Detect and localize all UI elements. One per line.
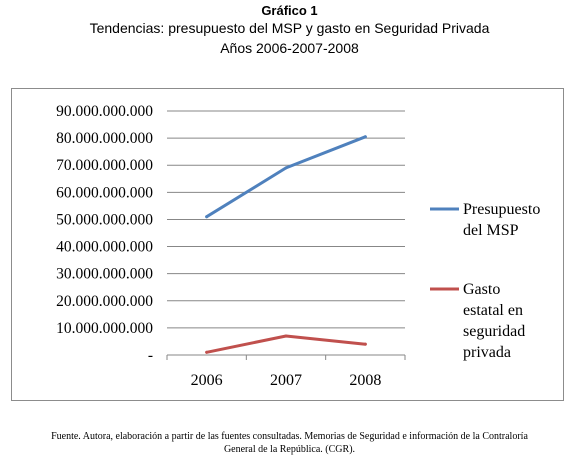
data-point: [205, 350, 209, 354]
chart-title: Tendencias: presupuesto del MSP y gasto …: [89, 20, 490, 36]
x-tick-label: 2008: [349, 372, 381, 389]
series-line: [205, 334, 367, 354]
y-tick-label: 80.000.000.000: [56, 130, 153, 147]
data-point: [284, 334, 288, 338]
source-note: Fuente. Autora, elaboración a partir de …: [0, 430, 579, 456]
chart-subtitle: Años 2006-2007-2008: [220, 40, 359, 56]
y-tick-label: 40.000.000.000: [56, 239, 153, 256]
legend-label: estatal en: [463, 302, 523, 319]
legend-label: Gasto: [463, 281, 500, 298]
x-tick-label: 2007: [270, 372, 302, 389]
data-point: [363, 342, 367, 346]
y-tick-label: 10.000.000.000: [56, 320, 153, 337]
legend-label: Presupuesto: [463, 201, 540, 218]
y-tick-label: 50.000.000.000: [56, 211, 153, 228]
source-note-line2: General de la República. (CGR).: [223, 444, 356, 455]
legend-label: del MSP: [463, 222, 519, 239]
y-tick-label: 60.000.000.000: [56, 184, 153, 201]
legend-label: seguridad: [463, 323, 525, 340]
y-tick-label: 90.000.000.000: [56, 103, 153, 120]
y-tick-label: -: [148, 347, 153, 364]
x-tick-label: 2006: [191, 372, 223, 389]
data-point: [284, 166, 288, 170]
y-tick-label: 30.000.000.000: [56, 266, 153, 283]
chart-frame: - 10.000.000.000 20.000.000.000 30.000.000.…: [11, 88, 564, 401]
figure-label: Gráfico 1: [261, 3, 318, 18]
legend-label: privada: [463, 344, 511, 361]
source-note-line1: Fuente. Autora, elaboración a partir de …: [51, 431, 528, 442]
y-tick-label: 70.000.000.000: [56, 157, 153, 174]
data-point: [205, 215, 209, 219]
data-point: [363, 135, 367, 139]
y-tick-label: 20.000.000.000: [56, 293, 153, 310]
series-line: [205, 135, 367, 219]
line-chart: - 10.000.000.000 20.000.000.000 30.000.000.…: [56, 103, 540, 389]
